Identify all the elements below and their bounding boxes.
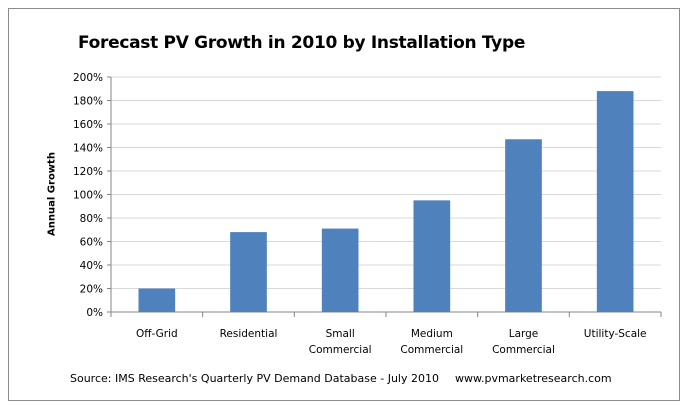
- chart-title: Forecast PV Growth in 2010 by Installati…: [78, 33, 526, 53]
- bar-5: [596, 91, 634, 312]
- bar-2: [321, 228, 359, 312]
- website-note: www.pvmarketresearch.com: [455, 372, 612, 385]
- y-tick-label: 60%: [80, 237, 103, 249]
- x-tick-label: Residential: [220, 328, 278, 340]
- y-tick-label: 160%: [73, 119, 103, 131]
- bar-4: [505, 139, 542, 312]
- x-tick-label: Large: [509, 328, 539, 340]
- y-tick-label: 80%: [80, 213, 103, 225]
- y-tick-label: 0%: [86, 307, 103, 319]
- chart-frame: [8, 8, 680, 401]
- x-tick-label: Small: [326, 328, 355, 340]
- y-tick-label: 140%: [73, 143, 103, 155]
- bar-0: [138, 288, 176, 312]
- y-tick-label: 120%: [73, 166, 103, 178]
- x-tick-label: Commercial: [309, 344, 372, 356]
- y-tick-label: 100%: [73, 190, 103, 202]
- y-tick-label: 200%: [73, 72, 103, 84]
- x-tick-label: Commercial: [400, 344, 463, 356]
- x-tick-label: Off-Grid: [136, 328, 178, 340]
- x-tick-label: Medium: [411, 328, 453, 340]
- y-tick-label: 40%: [80, 260, 103, 272]
- y-tick-label: 180%: [73, 96, 103, 108]
- source-note: Source: IMS Research's Quarterly PV Dema…: [70, 372, 439, 385]
- y-tick-label: 20%: [80, 284, 103, 296]
- x-tick-label: Commercial: [492, 344, 555, 356]
- bar-1: [230, 232, 267, 312]
- bar-3: [413, 200, 451, 312]
- x-tick-label: Utility-Scale: [584, 328, 647, 340]
